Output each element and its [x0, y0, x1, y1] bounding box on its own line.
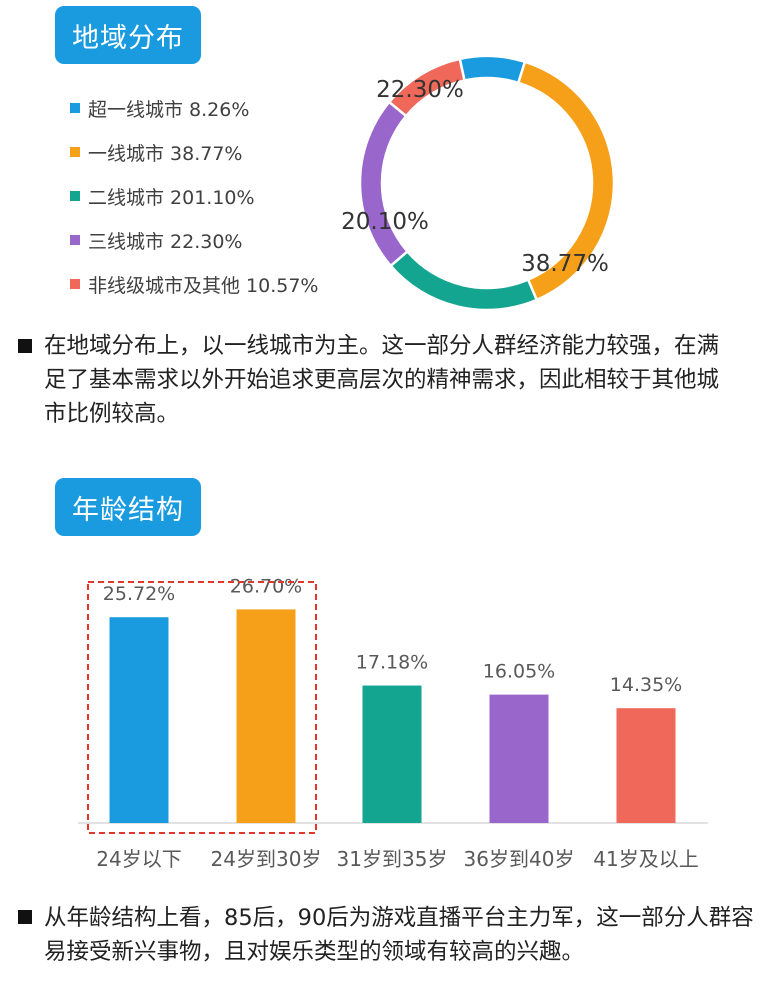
donut-slice — [458, 54, 527, 85]
legend-label: 二线城市 201.10% — [88, 186, 255, 209]
legend-label: 三线城市 22.30% — [88, 230, 243, 253]
donut-slice — [516, 60, 616, 302]
bar — [236, 609, 296, 823]
donut-slice — [388, 249, 539, 312]
legend-item: 超一线城市 8.26% — [70, 86, 319, 130]
legend-label: 超一线城市 8.26% — [88, 98, 250, 121]
x-tick-label: 41岁及以上 — [593, 847, 698, 871]
bar — [616, 708, 676, 823]
region-description: 在地域分布上，以一线城市为主。这一部分人群经济能力较强，在满足了基本需求以外开始… — [44, 333, 720, 427]
section-title-region: 地域分布 — [55, 6, 201, 64]
legend-label: 非线级城市及其他 10.57% — [88, 274, 319, 297]
legend-swatch — [70, 235, 80, 245]
bar-value-label: 25.72% — [103, 583, 175, 605]
donut-slice — [387, 57, 467, 118]
legend-swatch — [70, 103, 80, 113]
donut-slice — [358, 100, 410, 268]
highlight-box — [87, 581, 317, 834]
x-tick-label: 24岁到30岁 — [211, 847, 322, 871]
bar-value-label: 17.18% — [356, 652, 428, 674]
bar — [109, 617, 169, 823]
slice-label: 20.10% — [341, 209, 429, 235]
bar-value-label: 26.70% — [230, 575, 302, 597]
x-tick-label: 24岁以下 — [96, 847, 181, 871]
legend-item: 一线城市 38.77% — [70, 130, 319, 174]
bar — [362, 685, 422, 823]
bar — [489, 694, 549, 823]
legend-label: 一线城市 38.77% — [88, 142, 243, 165]
bullet-square-icon — [18, 910, 32, 924]
pie-legend: 超一线城市 8.26% 一线城市 38.77% 二线城市 201.10% 三线城市 2… — [70, 86, 319, 306]
legend-swatch — [70, 191, 80, 201]
legend-swatch — [70, 279, 80, 289]
legend-item: 三线城市 22.30% — [70, 218, 319, 262]
legend-swatch — [70, 147, 80, 157]
slice-label: 38.77% — [521, 251, 609, 277]
legend-item: 非线级城市及其他 10.57% — [70, 262, 319, 306]
bar-value-label: 14.35% — [610, 674, 682, 696]
x-tick-label: 31岁到35岁 — [337, 847, 448, 871]
bullet-square-icon — [18, 339, 32, 353]
section-title-age: 年龄结构 — [55, 478, 201, 536]
slice-label: 22.30% — [376, 77, 464, 103]
age-description: 从年龄结构上看，85后，90后为游戏直播平台主力军，这一部分人群容易接受新兴事物… — [44, 905, 754, 965]
x-tick-label: 36岁到40岁 — [464, 847, 575, 871]
bar-value-label: 16.05% — [483, 661, 555, 683]
legend-item: 二线城市 201.10% — [70, 174, 319, 218]
